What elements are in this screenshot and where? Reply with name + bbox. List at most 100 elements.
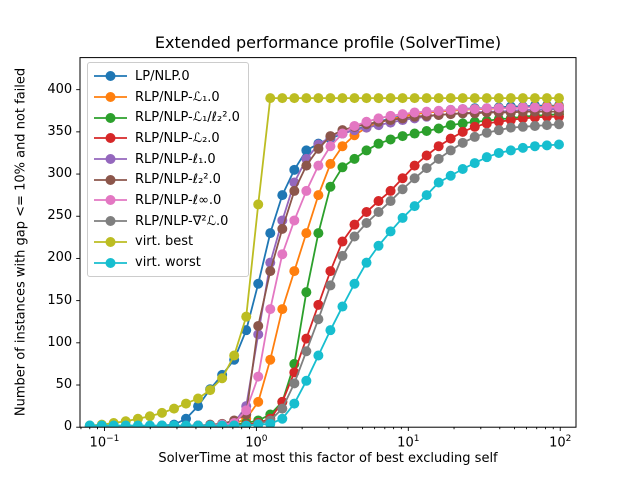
series-9-marker xyxy=(193,420,204,428)
series-7-marker xyxy=(337,250,348,261)
series-6-marker xyxy=(361,116,372,127)
series-8-marker xyxy=(313,93,324,104)
series-7-marker xyxy=(301,346,312,357)
series-7-marker xyxy=(541,120,552,131)
series-3-marker xyxy=(445,133,456,144)
legend-item-4: RLP/NLP-ℓ₁.0 xyxy=(88,149,248,170)
series-9-marker xyxy=(277,413,288,424)
y-tick-label: 250 xyxy=(47,208,73,224)
series-0-marker xyxy=(289,164,300,175)
legend-line-marker-icon xyxy=(94,236,127,247)
series-0-marker xyxy=(301,145,312,156)
series-3-marker xyxy=(337,236,348,247)
series-8-marker xyxy=(457,93,468,104)
series-9-marker xyxy=(229,420,240,428)
series-9-marker xyxy=(289,398,300,409)
series-7-marker xyxy=(409,173,420,184)
series-9-marker xyxy=(180,420,191,428)
series-8-marker xyxy=(205,385,216,396)
series-6-marker xyxy=(241,405,252,416)
series-9-marker xyxy=(156,420,167,428)
series-7-marker xyxy=(289,378,300,389)
series-7-marker xyxy=(517,121,528,132)
legend-item-label: virt. best xyxy=(135,234,194,250)
legend-item-2: RLP/NLP-ℒ₁/ℓ₂².0 xyxy=(88,107,248,128)
series-3-marker xyxy=(493,116,504,127)
series-8-marker xyxy=(241,311,252,322)
series-9-marker xyxy=(84,420,95,428)
series-6-marker xyxy=(265,304,276,315)
series-9-marker xyxy=(553,139,564,150)
series-2-marker xyxy=(409,128,420,139)
series-7-marker xyxy=(469,131,480,142)
series-7-marker xyxy=(373,207,384,218)
series-2-marker xyxy=(457,118,468,129)
series-9 xyxy=(84,139,564,428)
legend-item-label: LP/NLP.0 xyxy=(135,68,190,84)
series-8-marker xyxy=(156,407,167,418)
series-6-marker xyxy=(337,128,348,139)
series-0-marker xyxy=(265,228,276,239)
series-7-marker xyxy=(385,196,396,207)
series-9-marker xyxy=(337,301,348,312)
series-9-marker xyxy=(397,212,408,223)
series-1-marker xyxy=(277,304,288,315)
series-3-marker xyxy=(481,118,492,129)
series-2-marker xyxy=(301,287,312,298)
series-2-marker xyxy=(433,123,444,134)
series-8-marker xyxy=(289,93,300,104)
legend-item-label: RLP/NLP-∇²ℒ.0 xyxy=(135,213,229,229)
series-5-marker xyxy=(289,185,300,196)
series-3-marker xyxy=(469,121,480,132)
series-2-marker xyxy=(373,138,384,149)
x-tick-label: 101 xyxy=(397,434,420,451)
series-8-marker xyxy=(361,93,372,104)
series-9-marker xyxy=(120,420,131,428)
series-3-marker xyxy=(313,299,324,310)
series-8-marker xyxy=(541,93,552,104)
series-6-marker xyxy=(325,141,336,152)
legend-line-marker-icon xyxy=(94,71,127,82)
series-8-marker xyxy=(409,93,420,104)
series-3-marker xyxy=(361,207,372,218)
series-7-marker xyxy=(481,127,492,138)
series-9-marker xyxy=(421,190,432,201)
series-3-marker xyxy=(505,115,516,126)
series-9-marker xyxy=(96,420,107,428)
series-8-marker xyxy=(253,199,264,210)
series-9-marker xyxy=(409,201,420,212)
series-3-marker xyxy=(325,266,336,277)
legend-line-marker-icon xyxy=(94,133,127,144)
series-9-marker xyxy=(373,240,384,251)
series-3-marker xyxy=(349,219,360,230)
series-6-marker xyxy=(505,103,516,114)
legend-item-6: RLP/NLP-ℓ∞.0 xyxy=(88,190,248,211)
series-8-marker xyxy=(217,373,228,384)
series-9-marker xyxy=(529,141,540,152)
x-tick-label: 102 xyxy=(549,434,572,451)
series-7-marker xyxy=(445,145,456,156)
series-8-marker xyxy=(469,93,480,104)
series-1-marker xyxy=(289,266,300,277)
series-1-marker xyxy=(265,354,276,365)
legend-item-7: RLP/NLP-∇²ℒ.0 xyxy=(88,211,248,232)
legend-item-label: RLP/NLP-ℒ₁/ℓ₂².0 xyxy=(135,110,240,126)
series-8-marker xyxy=(229,350,240,361)
series-6-marker xyxy=(397,109,408,120)
series-6-marker xyxy=(469,104,480,115)
y-tick-label: 50 xyxy=(55,377,73,392)
series-2-marker xyxy=(349,153,360,164)
series-8-marker xyxy=(493,93,504,104)
series-3-marker xyxy=(409,160,420,171)
y-tick-label: 400 xyxy=(47,81,73,97)
series-6-marker xyxy=(529,102,540,113)
series-9-marker xyxy=(132,420,143,428)
series-3-marker xyxy=(433,141,444,152)
series-6-marker xyxy=(373,113,384,124)
legend-line-marker-icon xyxy=(94,154,127,165)
legend-item-label: RLP/NLP-ℓ∞.0 xyxy=(135,192,222,208)
legend-item-label: RLP/NLP-ℒ₁.0 xyxy=(135,89,220,105)
series-9-marker xyxy=(144,420,155,428)
series-8-marker xyxy=(553,93,564,104)
series-8-marker xyxy=(397,93,408,104)
